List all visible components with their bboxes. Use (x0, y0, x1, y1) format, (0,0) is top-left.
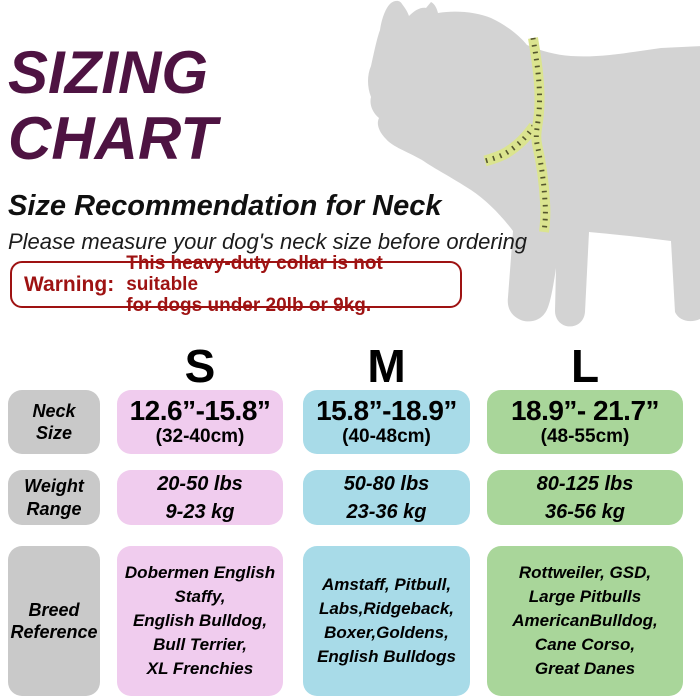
neck-size-l-inches: 18.9”- 21.7” (510, 395, 660, 427)
size-header-l: L (570, 340, 600, 392)
neck-size-m-inches: 15.8”-18.9” (316, 395, 457, 427)
measure-note: Please measure your dog's neck size befo… (8, 229, 528, 254)
neck-size-cell-m: 15.8”-18.9” (40-48cm) (303, 390, 470, 454)
weight-l-kg: 36-56 kg (544, 500, 626, 523)
dog-silhouette-svg (368, 0, 700, 327)
sizing-table: S M L Neck Size 12.6”-15.8” (32-40cm) 15… (8, 340, 683, 696)
measuring-tape-branch (483, 122, 539, 167)
weight-range-cell-m: 50-80 lbs 23-36 kg (303, 470, 470, 525)
row-label-weight-range: Weight Range (8, 470, 100, 525)
dog-silhouette (368, 0, 700, 327)
weight-l-lbs: 80-125 lbs (536, 472, 634, 495)
neck-size-m-cm: (40-48cm) (342, 425, 431, 447)
size-header-s: S (184, 340, 216, 392)
title-line2: CHART (8, 105, 217, 172)
title-line1: SIZING (8, 39, 209, 106)
neck-size-cell-l: 18.9”- 21.7” (48-55cm) (487, 390, 683, 454)
page-subtitle: Size Recommendation for Neck (8, 190, 442, 222)
breed-list-l: Rottweiler, GSD, Large Pitbulls American… (512, 562, 658, 679)
neck-size-cell-s: 12.6”-15.8” (32-40cm) (117, 390, 283, 454)
warning-box: Warning: This heavy-duty collar is not s… (10, 253, 462, 316)
breed-list-m: Amstaff, Pitbull, Labs,Ridgeback, Boxer,… (317, 574, 456, 667)
dog-graphic (330, 0, 700, 330)
weight-s-lbs: 20-50 lbs (157, 472, 243, 495)
warning-text: This heavy-duty collar is not suitable f… (126, 252, 383, 317)
measuring-tape-ticks (530, 37, 548, 233)
breed-cell-m: Amstaff, Pitbull, Labs,Ridgeback, Boxer,… (303, 546, 470, 696)
page-title: SIZING CHART (8, 40, 217, 172)
warning-label: Warning: (24, 272, 115, 296)
breed-cell-l: Rottweiler, GSD, Large Pitbulls American… (487, 546, 683, 696)
weight-s-kg: 9-23 kg (165, 500, 235, 523)
neck-size-s-cm: (32-40cm) (155, 425, 245, 447)
size-header-m: M (367, 340, 406, 392)
breed-list-s: Dobermen English Staffy, English Bulldog… (124, 562, 276, 679)
neck-size-s-inches: 12.6”-15.8” (129, 395, 271, 427)
neck-size-l-cm: (48-55cm) (540, 425, 630, 447)
weight-m-kg: 23-36 kg (346, 500, 427, 523)
weight-m-lbs: 50-80 lbs (343, 472, 430, 495)
weight-range-cell-l: 80-125 lbs 36-56 kg (487, 470, 683, 525)
weight-range-cell-s: 20-50 lbs 9-23 kg (117, 470, 283, 525)
row-label-breed-reference: Breed Reference (8, 546, 100, 696)
breed-cell-s: Dobermen English Staffy, English Bulldog… (117, 546, 283, 696)
row-label-neck-size: Neck Size (8, 390, 100, 454)
